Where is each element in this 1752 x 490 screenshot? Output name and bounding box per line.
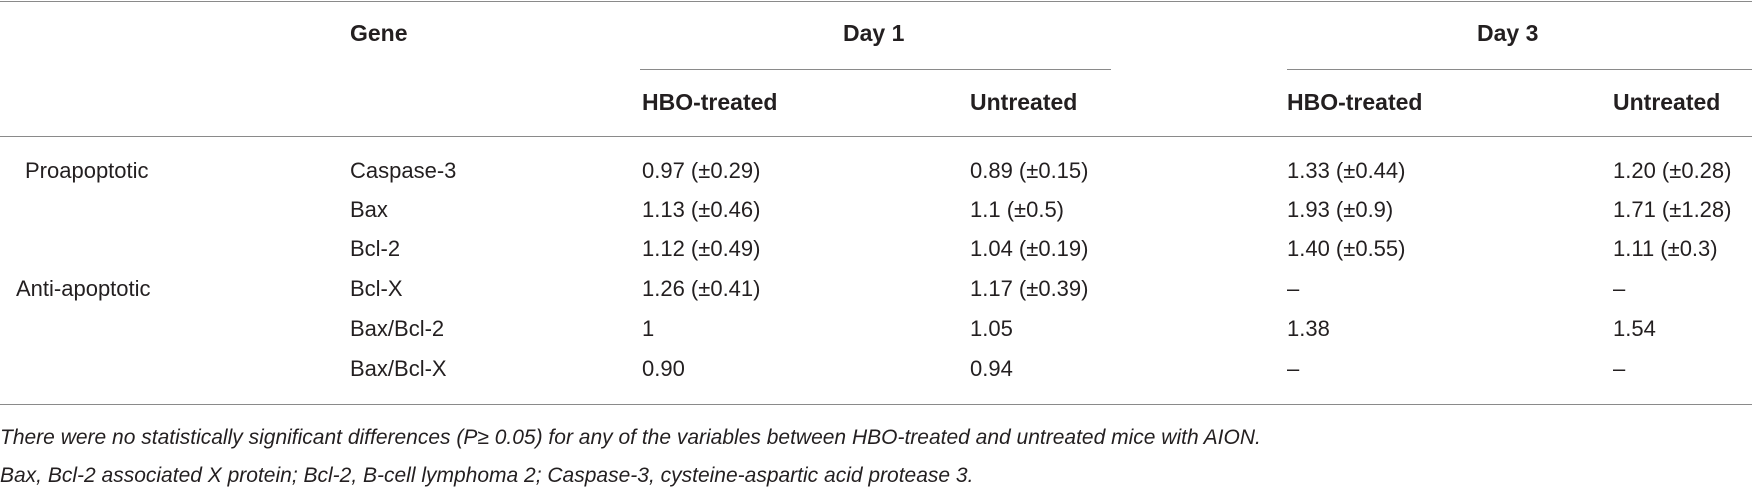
value-cell: 1.38 <box>1287 316 1330 341</box>
subheader-day3-hbo: HBO-treated <box>1287 89 1423 115</box>
value-cell: 1.54 <box>1613 316 1656 341</box>
footnote-significance: There were no statistically significant … <box>0 426 1261 449</box>
value-cell: 1.93 (±0.9) <box>1287 197 1394 222</box>
subheader-day1-untreated: Untreated <box>970 89 1078 115</box>
table-bottom-rule <box>0 404 1752 405</box>
top-rule <box>0 1 1752 2</box>
value-cell: 1.71 (±1.28) <box>1613 197 1732 222</box>
value-cell: 1.11 (±0.3) <box>1613 236 1718 261</box>
value-cell: 1.40 (±0.55) <box>1287 236 1406 261</box>
value-cell: 1.12 (±0.49) <box>642 236 761 261</box>
subheader-day1-hbo: HBO-treated <box>642 89 778 115</box>
footnote-abbreviations: Bax, Bcl-2 associated X protein; Bcl-2, … <box>0 464 974 487</box>
value-cell: 1 <box>642 316 655 341</box>
value-cell: 0.97 (±0.29) <box>642 158 761 183</box>
header-day1: Day 1 <box>843 20 905 46</box>
value-cell: 1.33 (±0.44) <box>1287 158 1406 183</box>
value-cell: – <box>1613 356 1626 381</box>
value-cell: 1.26 (±0.41) <box>642 276 761 301</box>
value-cell: 1.05 <box>970 316 1013 341</box>
day1-underline <box>640 69 1111 70</box>
value-cell: 0.94 <box>970 356 1013 381</box>
value-cell: 1.17 (±0.39) <box>970 276 1089 301</box>
value-cell: – <box>1613 276 1626 301</box>
header-day3: Day 3 <box>1477 20 1539 46</box>
value-cell: – <box>1287 276 1300 301</box>
value-cell: 1.20 (±0.28) <box>1613 158 1732 183</box>
header-bottom-rule <box>0 136 1752 137</box>
category-label: Proapoptotic <box>25 158 149 183</box>
gene-cell: Bax/Bcl-X <box>350 356 447 381</box>
value-cell: – <box>1287 356 1300 381</box>
value-cell: 1.04 (±0.19) <box>970 236 1089 261</box>
value-cell: 1.13 (±0.46) <box>642 197 761 222</box>
gene-cell: Bcl-X <box>350 276 403 301</box>
value-cell: 1.1 (±0.5) <box>970 197 1065 222</box>
gene-cell: Caspase-3 <box>350 158 457 183</box>
header-gene: Gene <box>350 20 408 46</box>
gene-cell: Bcl-2 <box>350 236 401 261</box>
category-label: Anti-apoptotic <box>16 276 151 301</box>
subheader-day3-untreated: Untreated <box>1613 89 1721 115</box>
day3-underline <box>1287 69 1752 70</box>
gene-cell: Bax <box>350 197 388 222</box>
value-cell: 0.89 (±0.15) <box>970 158 1089 183</box>
value-cell: 0.90 <box>642 356 685 381</box>
gene-cell: Bax/Bcl-2 <box>350 316 445 341</box>
